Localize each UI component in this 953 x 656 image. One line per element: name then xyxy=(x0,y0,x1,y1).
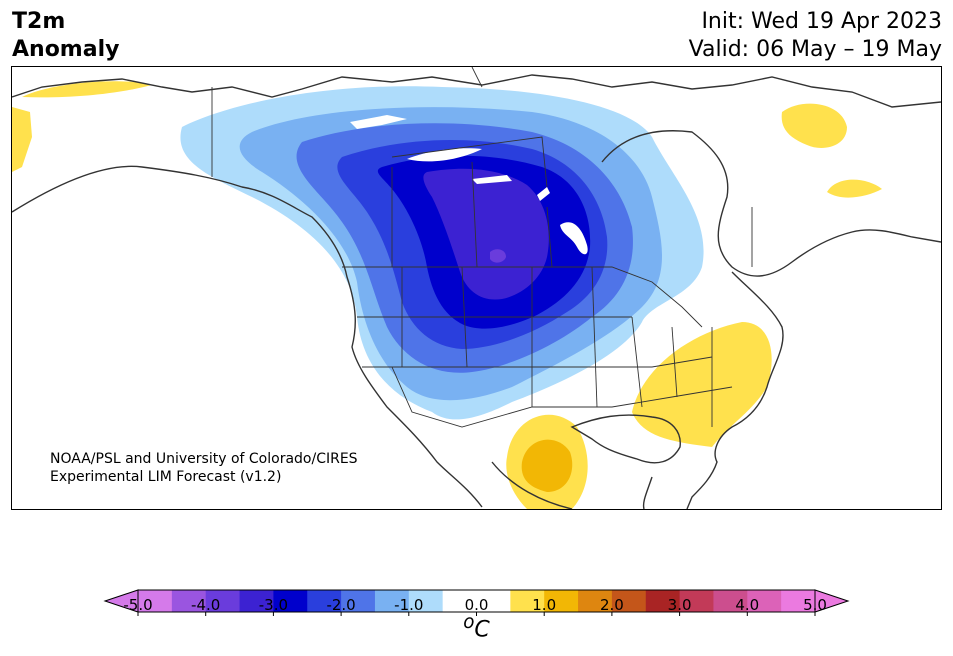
title-right: Init: Wed 19 Apr 2023 Valid: 06 May – 19… xyxy=(689,8,942,64)
coastlines xyxy=(12,74,941,509)
lake-5 xyxy=(560,222,588,255)
anomaly-map: NOAA/PSL and University of Colorado/CIRE… xyxy=(11,66,942,510)
warm-anomaly-labrador xyxy=(781,103,847,148)
colorbar-segment xyxy=(713,590,748,612)
colorbar-tick-label: -5.0 xyxy=(123,596,153,614)
colorbar-segment xyxy=(273,590,308,612)
colorbar-tick-label: 3.0 xyxy=(667,596,692,614)
colorbar-segment xyxy=(138,590,173,612)
colorbar-tick-label: 0.0 xyxy=(464,596,489,614)
colorbar-segment xyxy=(645,590,681,612)
colorbar-tick-label: 2.0 xyxy=(599,596,624,614)
lake-3 xyxy=(472,175,512,184)
lake-4 xyxy=(537,187,550,201)
colorbar-tick-label: -2.0 xyxy=(326,596,356,614)
colorbar-segment xyxy=(781,590,816,612)
unit-celsius: C xyxy=(474,617,490,643)
map-canvas xyxy=(12,67,941,509)
warm-anomaly-mexico-core xyxy=(521,439,573,492)
colorbar-unit: oC xyxy=(0,612,953,642)
warm-anomaly-alaska xyxy=(22,81,152,98)
colorbar-segment xyxy=(442,590,477,612)
colorbar-segment xyxy=(747,590,782,612)
colorbar-segment xyxy=(307,590,342,612)
title-variable: T2m xyxy=(12,9,66,34)
colorbar-segment xyxy=(171,590,207,612)
colorbar-tick-label: -4.0 xyxy=(191,596,221,614)
political-borders xyxy=(211,67,753,428)
colorbar-segment xyxy=(476,590,511,612)
colorbar-segment xyxy=(544,590,579,612)
colorbar-tick-label: 5.0 xyxy=(803,596,827,614)
colorbar-tick-label: -1.0 xyxy=(394,596,424,614)
colorbar-segment xyxy=(239,590,274,612)
title-left: T2m Anomaly xyxy=(12,8,119,64)
credit-line-2: Experimental LIM Forecast (v1.2) xyxy=(50,469,282,485)
init-date: Init: Wed 19 Apr 2023 xyxy=(701,9,942,34)
colorbar-segment xyxy=(578,590,613,612)
cold-core xyxy=(490,249,506,263)
colorbar-segment xyxy=(374,590,410,612)
colorbar-segment xyxy=(408,590,444,612)
warm-anomaly-southeast xyxy=(632,322,772,447)
unit-degree: o xyxy=(463,612,475,633)
warm-anomaly-newfoundland xyxy=(827,179,882,198)
warm-anomaly-west-edge xyxy=(12,107,32,172)
lake-1 xyxy=(350,115,407,129)
valid-range: Valid: 06 May – 19 May xyxy=(688,37,942,62)
credit-text: NOAA/PSL and University of Colorado/CIRE… xyxy=(50,450,358,486)
colorbar-segment xyxy=(679,590,714,612)
colorbar-segment xyxy=(611,590,647,612)
colorbar-segment xyxy=(205,590,241,612)
colorbar-tick-label: -3.0 xyxy=(258,596,289,614)
credit-line-1: NOAA/PSL and University of Colorado/CIRE… xyxy=(50,451,358,467)
colorbar-tick-label: 1.0 xyxy=(532,596,557,614)
colorbar-segment xyxy=(510,590,545,612)
colorbar-segment xyxy=(341,590,376,612)
title-anomaly: Anomaly xyxy=(12,37,120,62)
lake-2 xyxy=(407,148,482,162)
colorbar-tick-label: 4.0 xyxy=(735,596,760,614)
colorbar xyxy=(103,589,850,616)
